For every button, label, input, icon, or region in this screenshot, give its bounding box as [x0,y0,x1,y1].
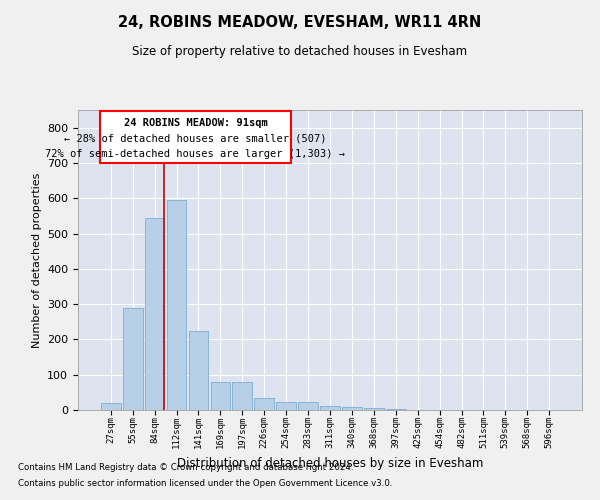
Text: Contains public sector information licensed under the Open Government Licence v3: Contains public sector information licen… [18,478,392,488]
Text: Size of property relative to detached houses in Evesham: Size of property relative to detached ho… [133,45,467,58]
Bar [188,330,208,410]
Bar [320,406,340,410]
Bar [167,200,187,410]
Text: 24 ROBINS MEADOW: 91sqm: 24 ROBINS MEADOW: 91sqm [124,118,267,128]
Text: ← 28% of detached houses are smaller (507): ← 28% of detached houses are smaller (50… [64,134,326,143]
Bar [254,398,274,410]
Y-axis label: Number of detached properties: Number of detached properties [32,172,41,348]
Bar [276,402,296,410]
Bar [101,403,121,410]
Bar [298,402,318,410]
Bar [211,382,230,410]
Text: 72% of semi-detached houses are larger (1,303) →: 72% of semi-detached houses are larger (… [46,148,346,158]
X-axis label: Distribution of detached houses by size in Evesham: Distribution of detached houses by size … [177,457,483,470]
Bar [145,218,164,410]
Bar [364,408,384,410]
Bar [342,407,362,410]
Bar [232,382,252,410]
Text: Contains HM Land Registry data © Crown copyright and database right 2024.: Contains HM Land Registry data © Crown c… [18,464,353,472]
Text: 24, ROBINS MEADOW, EVESHAM, WR11 4RN: 24, ROBINS MEADOW, EVESHAM, WR11 4RN [118,15,482,30]
Bar [100,110,290,163]
Bar [123,308,143,410]
